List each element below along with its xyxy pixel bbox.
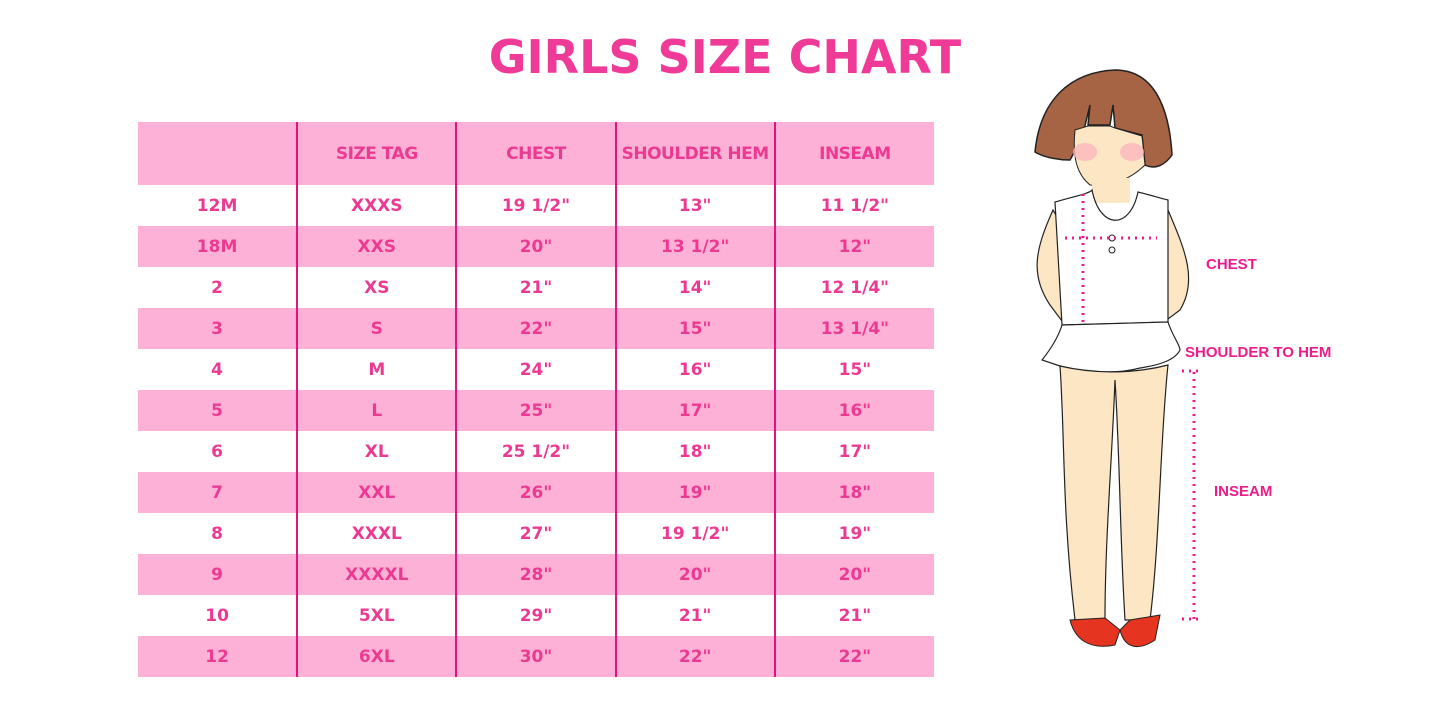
table-row: 7 XXL 26" 19" 18": [138, 472, 934, 513]
table-cell: 21": [614, 595, 775, 636]
table-cell: 5: [138, 390, 298, 431]
table-cell: 27": [455, 513, 616, 554]
table-cell: 12": [773, 226, 934, 267]
page-title: GIRLS SIZE CHART: [488, 30, 962, 84]
table-cell: 10: [205, 605, 229, 626]
table-row: 9 XXXXL 28" 20" 20": [138, 554, 934, 595]
table-cell: 14": [614, 267, 775, 308]
column-header: CHEST: [455, 122, 616, 185]
table-cell: S: [296, 308, 457, 349]
table-cell: 6XL: [296, 636, 457, 677]
table-cell: 15": [614, 308, 775, 349]
table-cell: 9: [138, 554, 298, 595]
table-cell: XXXXL: [296, 554, 457, 595]
table-cell: 3: [138, 308, 298, 349]
table-cell: 11 1/2": [773, 185, 934, 226]
table-cell: XXL: [296, 472, 457, 513]
size-table: SIZE TAG CHEST SHOULDER HEM INSEAM 12M XXXS 1…: [138, 122, 934, 677]
skirt: [1040, 321, 1181, 373]
table-row: 6 XL 25 1/2" 18" 17": [138, 431, 934, 472]
table-cell: 19": [773, 513, 934, 554]
column-header: [138, 122, 298, 185]
table-cell: 12: [138, 636, 298, 677]
table-cell: 18M: [138, 226, 298, 267]
table-header-row: SIZE TAG CHEST SHOULDER HEM INSEAM: [138, 122, 934, 185]
table-cell: 2: [211, 277, 224, 298]
table-cell: 4: [211, 359, 224, 380]
table-cell: 13 1/4": [773, 308, 934, 349]
table-cell: 17": [773, 431, 934, 472]
table-row: 5 L 25" 17" 16": [138, 390, 934, 431]
table-cell: 6: [211, 441, 224, 462]
table-cell: 20": [773, 554, 934, 595]
table-row: 12M XXXS 19 1/2" 13" 11 1/2": [138, 185, 934, 226]
table-cell: 7: [138, 472, 298, 513]
table-cell: 21": [455, 267, 616, 308]
table-cell: 17": [614, 390, 775, 431]
table-cell: 19": [614, 472, 775, 513]
table-cell: 22": [773, 636, 934, 677]
table-cell: XL: [296, 431, 457, 472]
table-cell: 20": [455, 226, 616, 267]
table-cell: 16": [773, 390, 934, 431]
table-row: 4 M 24" 16" 15": [138, 349, 934, 390]
table-cell: 21": [773, 595, 934, 636]
table-cell: 5XL: [296, 595, 457, 636]
table-cell: L: [296, 390, 457, 431]
table-cell: 18": [773, 472, 934, 513]
table-row: 18M XXS 20" 13 1/2" 12": [138, 226, 934, 267]
table-cell: 22": [455, 308, 616, 349]
table-cell: XS: [296, 267, 457, 308]
table-cell: 24": [455, 349, 616, 390]
table-cell: 18": [614, 431, 775, 472]
table-row: 3 S 22" 15" 13 1/4": [138, 308, 934, 349]
table-cell: 30": [455, 636, 616, 677]
table-row: 12 6XL 30" 22" 22": [138, 636, 934, 677]
column-header: SHOULDER HEM: [614, 122, 775, 185]
shoulder-to-hem-label: SHOULDER TO HEM: [1185, 344, 1332, 361]
chest-label: CHEST: [1206, 256, 1257, 273]
column-header: SIZE TAG: [296, 122, 457, 185]
shoes: [1069, 614, 1161, 648]
table-cell: 25": [455, 390, 616, 431]
table-cell: 13": [614, 185, 775, 226]
table-cell: 29": [455, 595, 616, 636]
table-cell: 8: [211, 523, 224, 544]
table-row: 10 5XL 29" 21" 21": [138, 595, 934, 636]
table-cell: 19 1/2": [614, 513, 775, 554]
legs: [1059, 364, 1169, 621]
table-cell: 12M: [196, 195, 238, 216]
table-cell: M: [296, 349, 457, 390]
table-cell: 26": [455, 472, 616, 513]
table-cell: 15": [773, 349, 934, 390]
table-cell: 19 1/2": [455, 185, 616, 226]
table-cell: 28": [455, 554, 616, 595]
table-cell: 20": [614, 554, 775, 595]
inseam-label: INSEAM: [1214, 483, 1273, 500]
table-cell: 22": [614, 636, 775, 677]
table-cell: XXS: [296, 226, 457, 267]
table-cell: 12 1/4": [773, 267, 934, 308]
shirt: [1054, 188, 1169, 326]
table-cell: XXXS: [296, 185, 457, 226]
table-cell: XXXL: [296, 513, 457, 554]
table-row: 2 XS 21" 14" 12 1/4": [138, 267, 934, 308]
column-header: INSEAM: [773, 122, 934, 185]
table-cell: 13 1/2": [614, 226, 775, 267]
table-cell: 25 1/2": [455, 431, 616, 472]
table-row: 8 XXXL 27" 19 1/2" 19": [138, 513, 934, 554]
table-cell: 16": [614, 349, 775, 390]
girl-measurement-illustration: [1034, 69, 1202, 648]
